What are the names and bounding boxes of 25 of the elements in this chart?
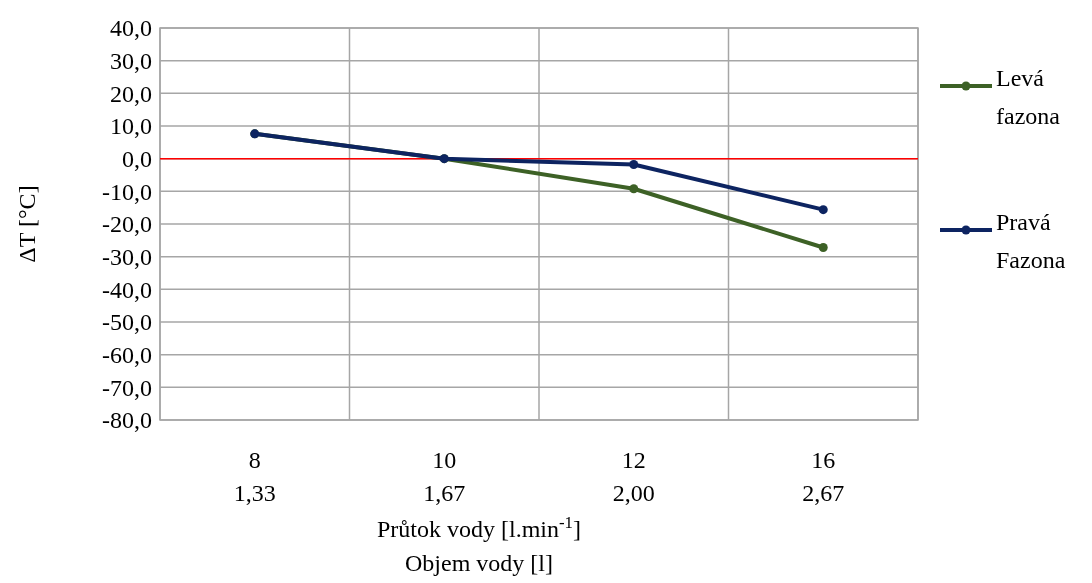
y-tick-label: -10,0 (102, 178, 152, 205)
y-tick-label: -80,0 (102, 407, 152, 434)
legend-label: Pravá Fazona (996, 209, 1066, 273)
y-tick-label: -20,0 (102, 211, 152, 238)
x-tick-label: 16 2,67 (802, 447, 845, 506)
y-tick-label: -70,0 (102, 374, 152, 401)
point (818, 243, 828, 253)
x-tick-label: 8 1,33 (233, 447, 276, 506)
legend-label: Levá fazona (996, 65, 1061, 129)
point (818, 205, 828, 215)
x-axis-title: Průtok vody [l.min$^{-1}$] Objem vody [l] (377, 512, 581, 576)
y-tick-label: 30,0 (110, 48, 152, 75)
point (629, 184, 639, 194)
y-tick-label: 20,0 (110, 80, 152, 107)
point (629, 160, 639, 170)
y-tick-label: -50,0 (102, 309, 152, 336)
y-axis-title: ΔT [°C] (14, 185, 40, 263)
y-tick-label: -30,0 (102, 244, 152, 271)
x-tick-label: 12 2,00 (612, 447, 655, 506)
y-tick-label: -40,0 (102, 276, 152, 303)
y-tick-label: 0,0 (122, 146, 152, 173)
y-tick-label: 10,0 (110, 113, 152, 140)
y-tick-label: -60,0 (102, 342, 152, 369)
y-tick-label: 40,0 (110, 15, 152, 42)
x-tick-label: 10 1,67 (423, 447, 466, 506)
